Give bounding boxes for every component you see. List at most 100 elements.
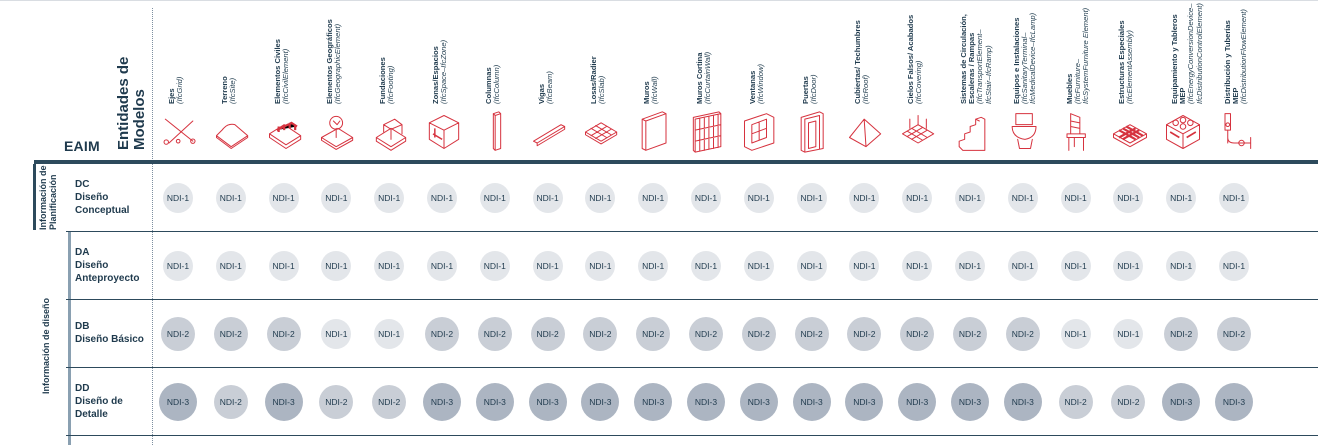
terrain-icon — [212, 110, 254, 154]
row-divider — [66, 231, 1318, 232]
window-icon — [740, 110, 782, 154]
row-name: Conceptual — [75, 204, 130, 216]
row-name: Anteproyecto — [75, 272, 140, 284]
column-header: Ejes (IfcGrid) — [154, 0, 207, 158]
ndi-badge: NDI-1 — [215, 183, 246, 213]
ndi-badge: NDI-3 — [1162, 383, 1201, 421]
row-divider — [66, 299, 1318, 300]
ndi-badge: NDI-1 — [1060, 251, 1091, 281]
ndi-badge: NDI-3 — [898, 383, 937, 421]
column-ifc-class: (IfcSlab) — [597, 75, 607, 104]
ndi-badge: NDI-1 — [427, 183, 457, 213]
column-ifc-class: (IfcBeam) — [544, 71, 554, 104]
group-label-planificacion: Información de Planificación — [38, 165, 58, 230]
column-header: Zonas/Espacios (IfcSpace–IfcZone) — [418, 0, 471, 158]
column-label: Ejes (IfcGrid) — [167, 4, 184, 104]
ndi-badge: NDI-2 — [583, 317, 618, 351]
ndi-badge: NDI-1 — [1166, 183, 1197, 213]
ndi-badge: NDI-1 — [585, 183, 616, 213]
curtain-wall-icon — [687, 110, 729, 154]
group-label-planificacion-line2: Planificación — [48, 174, 58, 230]
column-ifc-class: (IfcRoof) — [861, 74, 871, 104]
ndi-badge: NDI-1 — [1007, 183, 1038, 213]
ndi-badge: NDI-3 — [264, 383, 303, 421]
ndi-badge: NDI-2 — [425, 317, 459, 351]
ndi-badge: NDI-1 — [1060, 183, 1091, 213]
ndi-badge: NDI-2 — [477, 317, 512, 351]
ndi-badge: NDI-2 — [847, 317, 882, 351]
column-label: Cubiertas/ Techumbres (IfcRoof) — [853, 4, 871, 104]
ndi-badge: NDI-3 — [1003, 383, 1042, 421]
ndi-badge: NDI-3 — [581, 383, 620, 421]
ndi-badge: NDI-1 — [163, 251, 193, 281]
column-header: Muros Cortina (IfcCurtainWall) — [682, 0, 735, 158]
column-label: Muros (IfcWall) — [642, 4, 659, 104]
ndi-badge: NDI-2 — [1164, 317, 1199, 351]
row-divider — [66, 367, 1318, 368]
row-code: DC — [75, 178, 90, 190]
ndi-badge: NDI-1 — [691, 183, 721, 213]
column-ifc-class: (IfcCovering) — [914, 60, 924, 104]
row-label: DC Diseño Conceptual — [75, 178, 129, 217]
row-label: DA Diseño Anteproyecto — [75, 246, 139, 285]
column-name: Sistemas de Circulación, Escaleras / Ram… — [959, 14, 977, 104]
ndi-badge: NDI-1 — [479, 183, 510, 213]
group-bar-diseno — [68, 232, 71, 445]
column-header: Terreno (IfcSite) — [207, 0, 260, 158]
corner-label: EAIM — [64, 138, 100, 154]
column-ifc-class: (IfcColumn) — [492, 64, 501, 104]
column-ifc-class: (IfcDistributionFlowElement) — [1239, 9, 1249, 104]
column-label: Zonas/Espacios (IfcSpace–IfcZone) — [431, 4, 449, 104]
row-code: DD — [75, 382, 90, 394]
column-ifc-class: (IfcWindow) — [756, 63, 765, 104]
ndi-badge: NDI-3 — [634, 383, 673, 421]
sanitary-terminal-icon — [1004, 110, 1046, 154]
ndi-badge: NDI-3 — [739, 383, 778, 421]
column-header: Equipos e Instalaciones (IfcSanitaryTermi… — [999, 0, 1052, 158]
column-ifc-class: (IfcSpace–IfcZone) — [439, 39, 449, 104]
column-header: Elementos Geográficos (IfcGeographicEleme… — [312, 0, 365, 158]
ndi-badge: NDI-2 — [372, 385, 407, 419]
ndi-badge: NDI-3 — [1215, 383, 1253, 421]
ndi-badge: NDI-2 — [794, 317, 829, 351]
ndi-badge: NDI-1 — [479, 251, 510, 281]
column-header: Cielos Falsos/ Acabados (IfcCovering) — [893, 0, 946, 158]
ndi-badge: NDI-2 — [1111, 385, 1146, 419]
ndi-badge: NDI-1 — [1113, 183, 1144, 213]
ndi-badge: NDI-1 — [215, 251, 246, 281]
ndi-badge: NDI-3 — [423, 383, 461, 421]
ndi-badge: NDI-1 — [638, 183, 669, 213]
column-label: Elementos Geográficos (IfcGeographicEleme… — [325, 4, 342, 104]
column-label: Equipamiento y Tableros MEP (IfcEnergyCon… — [1170, 3, 1204, 104]
row-name: Diseño — [75, 259, 109, 271]
ndi-badge: NDI-1 — [691, 251, 721, 281]
ndi-badge: NDI-1 — [849, 251, 880, 281]
geographic-element-icon — [317, 110, 359, 154]
covering-icon — [898, 110, 940, 154]
column-label: Losas/Radier (IfcSlab) — [589, 4, 607, 104]
civil-element-icon — [265, 110, 307, 154]
ndi-badge: NDI-2 — [741, 317, 776, 351]
column-label: Estructuras Especiales (IfcElementAssembl… — [1117, 4, 1134, 104]
pipe-distribution-icon — [1215, 110, 1257, 154]
column-ifc-class: (IfcTransportElement–IfcStair–IfcRamp) — [975, 29, 993, 104]
ndi-badge: NDI-2 — [900, 317, 935, 351]
mep-equipment-icon — [1162, 110, 1204, 154]
ndi-badge: NDI-3 — [845, 383, 884, 421]
column-label: Ventanas (IfcWindow) — [748, 4, 765, 104]
ndi-badge: NDI-3 — [687, 383, 725, 421]
group-bar-planificacion — [33, 164, 36, 230]
column-header: Losas/Radier (IfcSlab) — [576, 0, 629, 158]
column-ifc-class: (IfcDoor) — [808, 74, 818, 104]
ndi-badge: NDI-1 — [374, 319, 405, 349]
ndi-badge: NDI-1 — [1060, 319, 1091, 349]
ndi-badge: NDI-2 — [530, 317, 565, 351]
column-header: Ventanas (IfcWindow) — [735, 0, 788, 158]
ndi-badge: NDI-3 — [528, 383, 567, 421]
row-name: Diseño de — [75, 395, 123, 407]
column-header: Fundaciones (IfcFooting) — [365, 0, 418, 158]
ndi-badge: NDI-2 — [266, 317, 301, 351]
row-label: DD Diseño de Detalle — [75, 382, 123, 421]
ndi-badge: NDI-2 — [636, 317, 671, 351]
column-header: Muebles (IfcFurniture–IfcSystemFurniture … — [1052, 0, 1105, 158]
